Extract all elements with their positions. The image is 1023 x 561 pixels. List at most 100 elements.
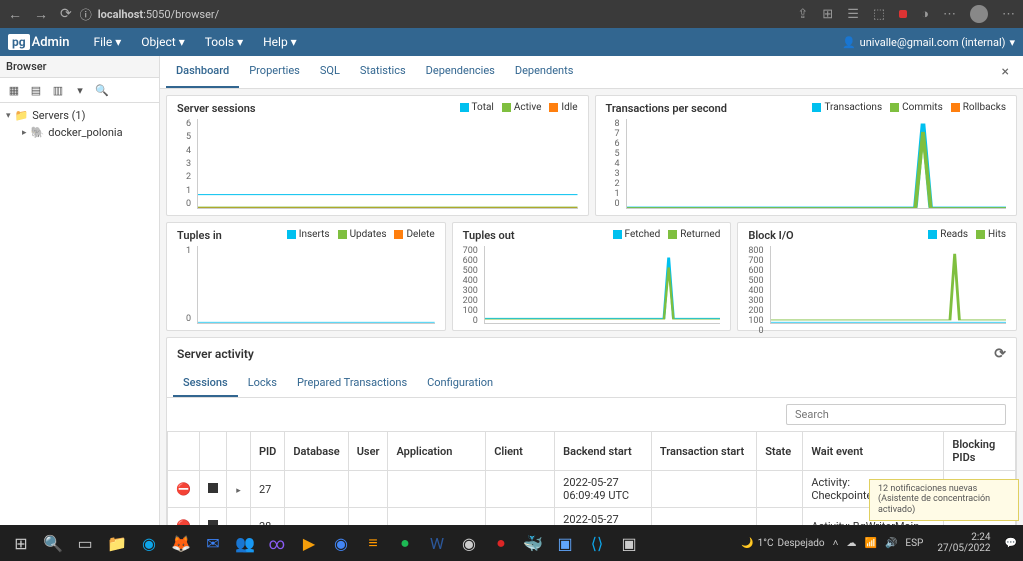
tray-cloud-icon[interactable]: ☁ [846,538,856,549]
table-header[interactable]: PID [250,432,284,471]
menu-tools[interactable]: Tools ▾ [197,31,251,53]
table-header[interactable]: Application [388,432,486,471]
tool-sql-icon[interactable]: ▤ [28,82,44,98]
cell-application [388,471,486,508]
mail-icon[interactable]: ✉ [198,528,228,558]
y-axis: 8007006005004003002001000 [748,246,769,324]
tab-dashboard[interactable]: Dashboard [166,56,239,88]
tool-stats-icon[interactable]: ▥ [50,82,66,98]
explorer-icon[interactable]: 📁 [102,528,132,558]
activity-title: Server activity [177,347,254,361]
cancel-icon[interactable] [208,483,218,493]
menu-file[interactable]: File ▾ [85,31,129,53]
obs-icon[interactable]: ◉ [454,528,484,558]
record-icon[interactable]: ● [486,528,516,558]
guard-icon[interactable]: ◑ [921,6,929,22]
vscode-icon[interactable]: ⟨⟩ [582,528,612,558]
table-header[interactable]: Transaction start [651,432,756,471]
table-header[interactable]: Blocking PIDs [944,432,1016,471]
table-header[interactable]: Client [486,432,555,471]
menu-icon[interactable]: ⋯ [943,7,956,22]
sublime-icon[interactable]: ≡ [358,528,388,558]
share-icon[interactable]: ⇪ [797,7,808,22]
tool-properties-icon[interactable]: ▦ [6,82,22,98]
tab-sql[interactable]: SQL [310,56,350,88]
user-menu[interactable]: 👤 univalle@gmail.com (internal) ▾ [842,36,1015,49]
tray-notifications-icon[interactable]: 💬 [1005,538,1017,549]
y-axis: 10 [177,246,197,324]
table-header[interactable]: User [348,432,388,471]
teams-icon[interactable]: 👥 [230,528,260,558]
word-icon[interactable]: W [422,528,452,558]
menu-help[interactable]: Help ▾ [255,31,305,53]
nav-back-icon[interactable]: ← [8,6,22,23]
notification-toast[interactable]: 12 notificaciones nuevas (Asistente de c… [869,479,1019,521]
extension-icon[interactable]: ⬚ [873,7,885,22]
nav-forward-icon[interactable]: → [34,6,48,23]
plot-area [197,119,578,209]
refresh-icon[interactable]: ⟳ [994,346,1006,362]
tab-dependents[interactable]: Dependents [505,56,584,88]
outline-icon[interactable]: ☰ [847,7,859,22]
terminal-icon[interactable]: ▣ [614,528,644,558]
tab-statistics[interactable]: Statistics [350,56,416,88]
windows-taskbar: ⊞ 🔍 ▭ 📁 ◉ 🦊 ✉ 👥 ∞ ▶ ◉ ≡ ● W ◉ ● 🐳 ▣ ⟨⟩ ▣… [0,525,1023,561]
menu-object[interactable]: Object ▾ [133,31,192,53]
cell-database [285,508,348,526]
expand-row-icon[interactable]: ▸ [236,486,241,496]
tab-properties[interactable]: Properties [239,56,310,88]
activity-tab-prepared[interactable]: Prepared Transactions [287,370,417,397]
vs-icon[interactable]: ∞ [262,528,292,558]
close-panel-icon[interactable]: × [994,56,1017,88]
table-header[interactable] [168,432,200,471]
tray-clock[interactable]: 2:24 27/05/2022 [931,532,996,554]
more-icon[interactable]: ⋯ [1002,7,1015,22]
tray-volume-icon[interactable]: 🔊 [885,538,897,549]
cell-client [486,471,555,508]
search-icon[interactable]: 🔍 [38,528,68,558]
url-bar[interactable]: ⓘ localhost:5050/browser/ [80,6,790,23]
tool-filter-icon[interactable]: ▾ [72,82,88,98]
spotify-icon[interactable]: ● [390,528,420,558]
user-email: univalle@gmail.com (internal) [860,36,1006,49]
firefox-icon[interactable]: 🦊 [166,528,196,558]
activity-tab-locks[interactable]: Locks [238,370,287,397]
notification-dot-icon[interactable] [899,10,907,18]
pycharm-icon[interactable]: ▶ [294,528,324,558]
tab-dependencies[interactable]: Dependencies [416,56,505,88]
table-header[interactable]: Backend start [555,432,652,471]
tray-wifi-icon[interactable]: 📶 [864,538,876,549]
table-header[interactable] [226,432,250,471]
taskview-icon[interactable]: ▭ [70,528,100,558]
app1-icon[interactable]: ▣ [550,528,580,558]
terminate-icon[interactable]: ⛔ [176,482,191,496]
start-icon[interactable]: ⊞ [6,528,36,558]
cell-tx-start [651,508,756,526]
docker-icon[interactable]: 🐳 [518,528,548,558]
activity-tab-config[interactable]: Configuration [417,370,503,397]
activity-tab-sessions[interactable]: Sessions [173,370,238,397]
clock-time: 2:24 [937,532,990,543]
tree-servers[interactable]: ▾ 📁 Servers (1) [2,107,157,124]
tray-lang[interactable]: ESP [905,538,923,549]
cell-client [486,508,555,526]
avatar-icon[interactable] [970,5,988,23]
y-axis: 876543210 [606,119,626,209]
nav-refresh-icon[interactable]: ⟳ [60,6,72,23]
weather-widget[interactable]: 🌙 1°C Despejado [741,538,824,549]
table-header[interactable] [199,432,226,471]
edge-icon[interactable]: ◉ [134,528,164,558]
tray-chevron-icon[interactable]: ˄ [833,538,839,549]
weather-temp: 1°C [758,538,774,549]
table-header[interactable]: State [757,432,803,471]
table-header[interactable]: Wait event [803,432,944,471]
chrome-icon[interactable]: ◉ [326,528,356,558]
tool-search-icon[interactable]: 🔍 [94,82,110,98]
server-name: docker_polonia [48,126,122,139]
tree-server-item[interactable]: ▸ 🐘 docker_polonia [2,124,157,141]
table-header[interactable]: Database [285,432,348,471]
reader-icon[interactable]: ⊞ [822,7,833,22]
activity-search-input[interactable] [786,404,1006,425]
legend-item: Delete [394,229,434,240]
cell-state [757,508,803,526]
